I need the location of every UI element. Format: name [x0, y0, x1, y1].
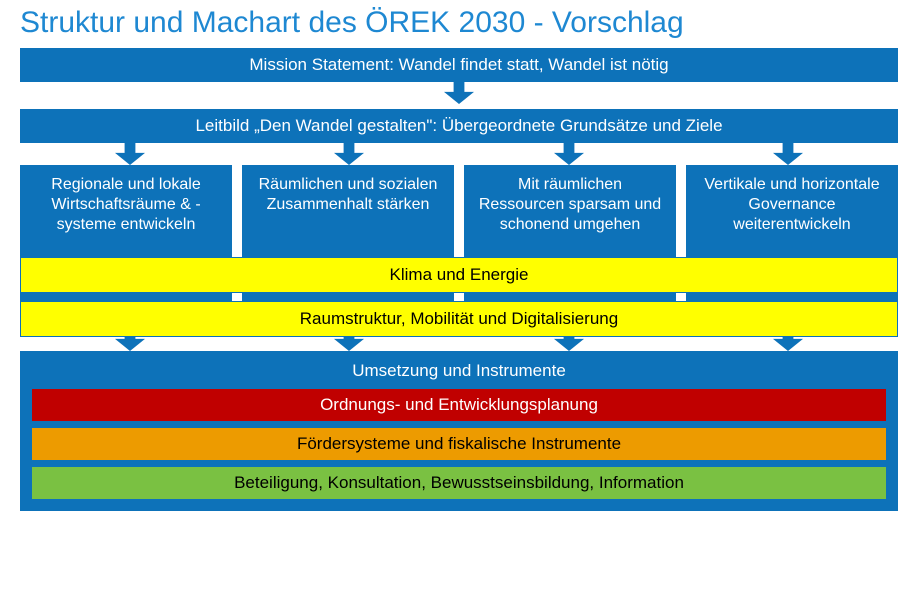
impl-band-0: Ordnungs- und Entwicklungsplanung: [32, 389, 886, 421]
mission-box: Mission Statement: Wandel findet statt, …: [20, 48, 898, 82]
arrow-down-icon: [444, 82, 474, 109]
arrow-down-icon: [459, 143, 679, 165]
impl-band-1: Fördersysteme und fiskalische Instrument…: [32, 428, 886, 460]
arrow-down-icon: [20, 143, 240, 165]
crosscut-band-1: Raumstruktur, Mobilität und Digitalisier…: [20, 301, 898, 337]
impl-band-2: Beteiligung, Konsultation, Bewusstseinsb…: [32, 467, 886, 499]
implementation-box: Umsetzung und Instrumente Ordnungs- und …: [20, 351, 898, 511]
page-title: Struktur und Machart des ÖREK 2030 - Vor…: [0, 0, 918, 48]
implementation-title: Umsetzung und Instrumente: [32, 359, 886, 389]
arrow-down-icon: [240, 143, 460, 165]
leitbild-box: Leitbild „Den Wandel gestalten": Übergeo…: [20, 109, 898, 143]
crosscut-band-0: Klima und Energie: [20, 257, 898, 293]
arrow-down-icon: [679, 143, 899, 165]
